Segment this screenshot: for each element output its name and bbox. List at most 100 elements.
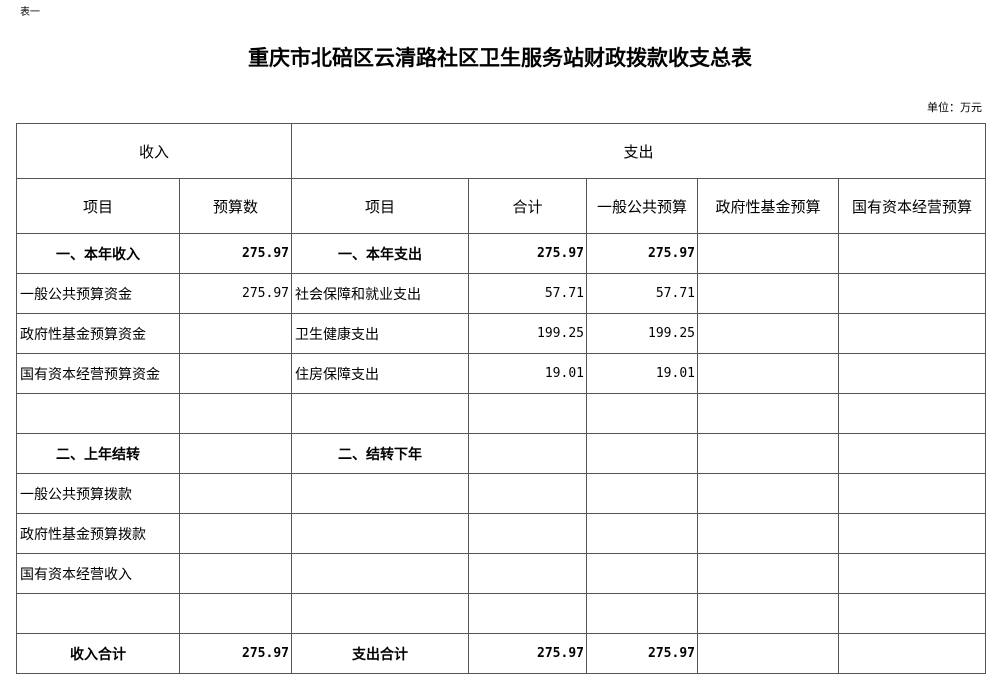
income-value: 275.97 <box>179 273 292 314</box>
gov-fund-header: 政府性基金预算 <box>697 178 839 234</box>
expense-item <box>291 473 469 514</box>
expense-item <box>291 393 469 434</box>
income-item: 政府性基金预算拨款 <box>16 513 180 554</box>
budget-header: 预算数 <box>179 178 292 234</box>
expense-total: 57.71 <box>468 273 587 314</box>
state-capital <box>838 313 986 354</box>
general-budget: 199.25 <box>586 313 698 354</box>
income-item <box>16 393 180 434</box>
state-capital <box>838 393 986 434</box>
unit-label: 单位：万元 <box>927 101 982 114</box>
income-item: 一、本年收入 <box>16 233 180 274</box>
income-item: 一般公共预算拨款 <box>16 473 180 514</box>
gov-fund <box>697 393 839 434</box>
income-item: 国有资本经营预算资金 <box>16 353 180 394</box>
expense-item: 支出合计 <box>291 633 469 674</box>
expense-total: 275.97 <box>468 233 587 274</box>
expense-total <box>468 433 587 474</box>
gov-fund <box>697 633 839 674</box>
gov-fund <box>697 593 839 634</box>
table-row: 政府性基金预算拨款 <box>16 513 986 554</box>
general-budget: 275.97 <box>586 233 698 274</box>
table-row: 二、上年结转 二、结转下年 <box>16 433 986 474</box>
table-row: 一般公共预算资金 275.97 社会保障和就业支出 57.71 57.71 <box>16 273 986 314</box>
income-value: 275.97 <box>179 633 292 674</box>
expense-item: 住房保障支出 <box>291 353 469 394</box>
expense-item: 卫生健康支出 <box>291 313 469 354</box>
state-capital <box>838 513 986 554</box>
general-budget-header: 一般公共预算 <box>586 178 698 234</box>
general-budget <box>586 553 698 594</box>
expense-total: 199.25 <box>468 313 587 354</box>
income-item-header: 项目 <box>16 178 180 234</box>
table-row: 收入合计 275.97 支出合计 275.97 275.97 <box>16 633 986 674</box>
general-budget <box>586 593 698 634</box>
expense-total <box>468 513 587 554</box>
gov-fund <box>697 433 839 474</box>
income-item: 二、上年结转 <box>16 433 180 474</box>
expense-item <box>291 513 469 554</box>
expense-total <box>468 393 587 434</box>
income-value <box>179 313 292 354</box>
table-row <box>16 593 986 634</box>
expense-total: 19.01 <box>468 353 587 394</box>
gov-fund <box>697 473 839 514</box>
general-budget <box>586 473 698 514</box>
general-budget <box>586 513 698 554</box>
income-value: 275.97 <box>179 233 292 274</box>
expense-item: 一、本年支出 <box>291 233 469 274</box>
table-row: 一、本年收入 275.97 一、本年支出 275.97 275.97 <box>16 233 986 274</box>
state-capital <box>838 633 986 674</box>
page-title: 重庆市北碚区云清路社区卫生服务站财政拨款收支总表 <box>248 46 752 70</box>
expense-header: 支出 <box>291 123 986 179</box>
income-value <box>179 393 292 434</box>
state-capital <box>838 433 986 474</box>
expense-total: 275.97 <box>468 633 587 674</box>
general-budget <box>586 393 698 434</box>
gov-fund <box>697 353 839 394</box>
table-row <box>16 393 986 434</box>
expense-item: 社会保障和就业支出 <box>291 273 469 314</box>
state-capital <box>838 473 986 514</box>
income-item: 国有资本经营收入 <box>16 553 180 594</box>
expense-item <box>291 593 469 634</box>
gov-fund <box>697 553 839 594</box>
gov-fund <box>697 273 839 314</box>
total-header: 合计 <box>468 178 587 234</box>
table-row: 一般公共预算拨款 <box>16 473 986 514</box>
income-value <box>179 513 292 554</box>
income-header: 收入 <box>16 123 292 179</box>
income-value <box>179 593 292 634</box>
state-capital <box>838 593 986 634</box>
finance-summary-table: 收入 支出 项目 预算数 项目 合计 一般公共预算 政府性基金预算 国有资本经营… <box>16 123 986 674</box>
state-capital <box>838 553 986 594</box>
gov-fund <box>697 313 839 354</box>
gov-fund <box>697 233 839 274</box>
income-item: 一般公共预算资金 <box>16 273 180 314</box>
table-row: 国有资本经营收入 <box>16 553 986 594</box>
state-capital <box>838 233 986 274</box>
expense-item-header: 项目 <box>291 178 469 234</box>
state-capital-header: 国有资本经营预算 <box>838 178 986 234</box>
income-value <box>179 353 292 394</box>
state-capital <box>838 273 986 314</box>
state-capital <box>838 353 986 394</box>
general-budget: 57.71 <box>586 273 698 314</box>
income-item <box>16 593 180 634</box>
income-value <box>179 433 292 474</box>
expense-item <box>291 553 469 594</box>
expense-item: 二、结转下年 <box>291 433 469 474</box>
gov-fund <box>697 513 839 554</box>
table-row: 政府性基金预算资金 卫生健康支出 199.25 199.25 <box>16 313 986 354</box>
expense-total <box>468 553 587 594</box>
income-item: 政府性基金预算资金 <box>16 313 180 354</box>
expense-total <box>468 593 587 634</box>
table-number-note: 表一 <box>20 7 40 18</box>
table-row: 国有资本经营预算资金 住房保障支出 19.01 19.01 <box>16 353 986 394</box>
income-item: 收入合计 <box>16 633 180 674</box>
expense-total <box>468 473 587 514</box>
income-value <box>179 553 292 594</box>
general-budget <box>586 433 698 474</box>
income-value <box>179 473 292 514</box>
general-budget: 19.01 <box>586 353 698 394</box>
